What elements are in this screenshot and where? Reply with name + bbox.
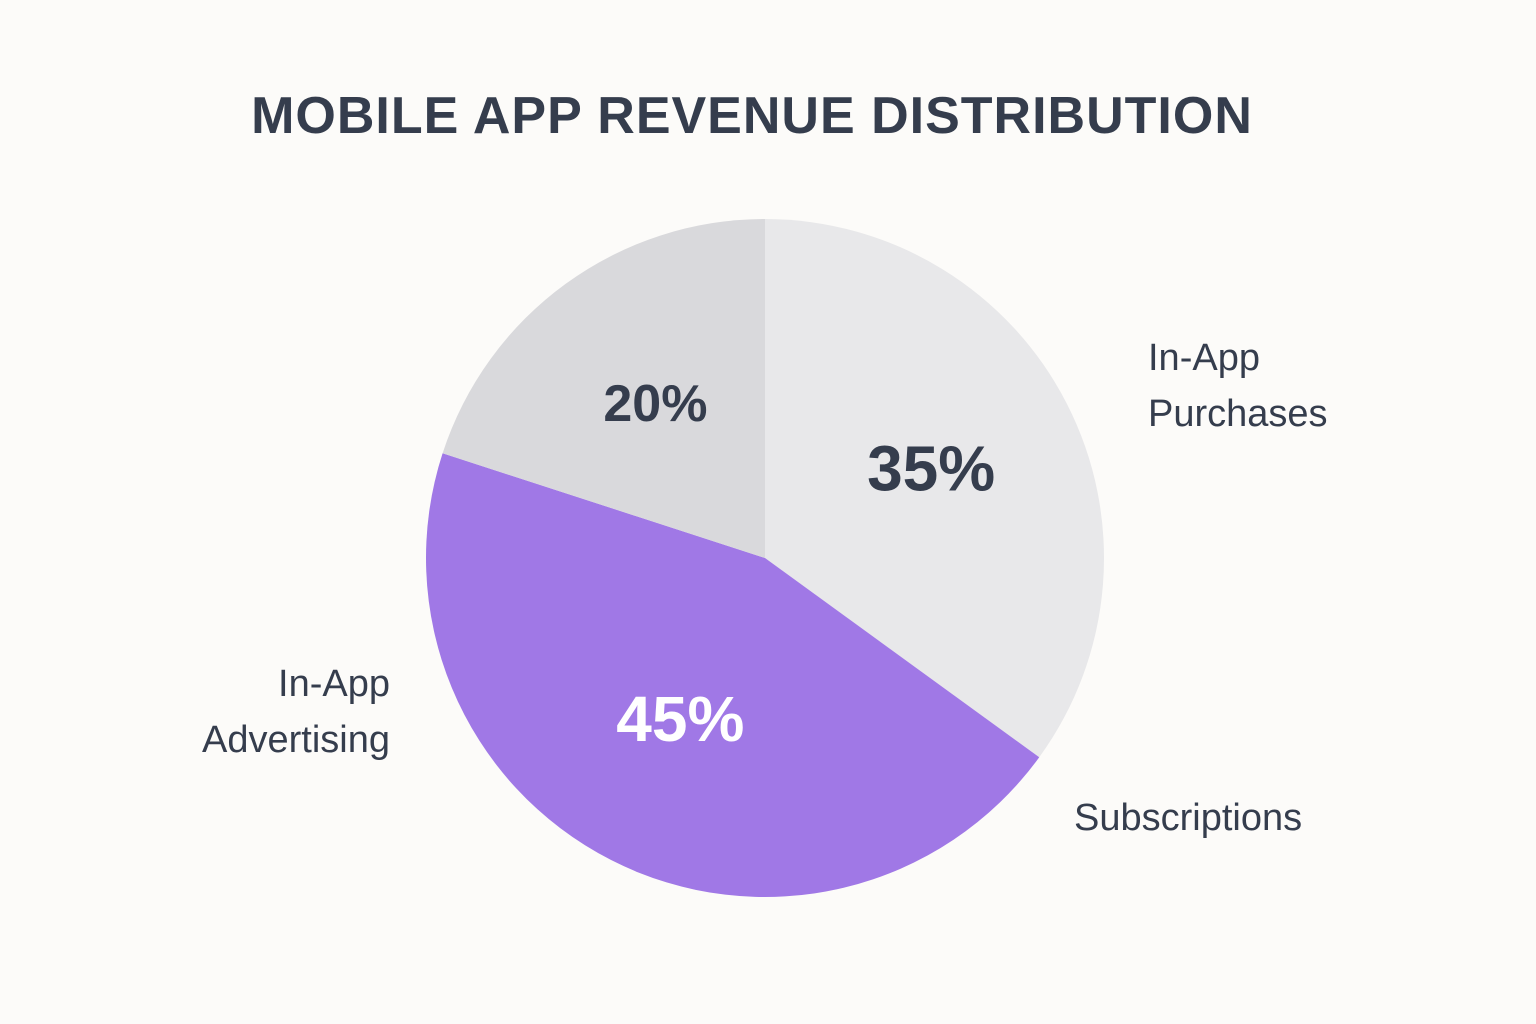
category-label: In-App Purchases bbox=[1148, 337, 1328, 435]
pie-slice bbox=[765, 219, 1104, 758]
value-label: 45% bbox=[616, 683, 744, 755]
chart-title: MOBILE APP REVENUE DISTRIBUTION bbox=[251, 87, 1253, 145]
pie-slice bbox=[442, 218, 765, 558]
category-label: In-App Advertising bbox=[202, 663, 390, 761]
category-label: Subscriptions bbox=[1074, 797, 1303, 839]
pie-slice bbox=[425, 453, 1040, 897]
value-label: 35% bbox=[867, 432, 995, 504]
value-label: 20% bbox=[603, 375, 707, 433]
